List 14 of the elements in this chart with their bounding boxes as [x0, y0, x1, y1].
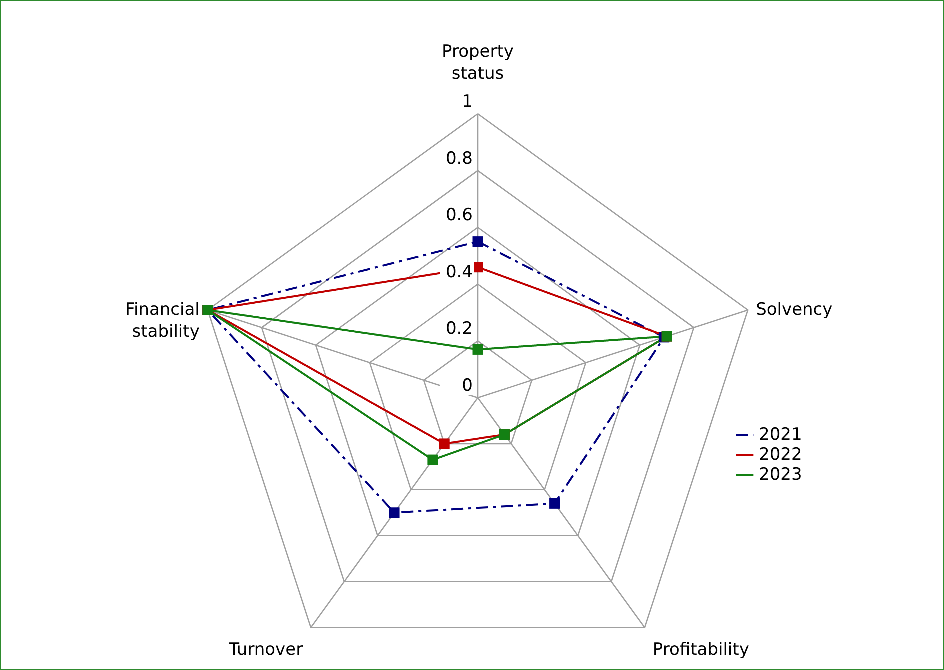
spoke-label: Financial stability — [125, 300, 200, 342]
spoke-label: Property status — [442, 42, 514, 84]
y-tick-label: 0 — [462, 376, 473, 396]
spoke-label: Solvency — [756, 300, 833, 320]
y-tick-label: 0.4 — [446, 262, 473, 282]
y-tick-label: 0.8 — [446, 148, 473, 169]
legend-label: 2022 — [759, 445, 802, 465]
y-tick-label: 0.2 — [446, 319, 473, 340]
y-tick-label: 1 — [462, 92, 473, 112]
y-tick-label: 0.6 — [446, 206, 473, 226]
legend-label: 2023 — [759, 465, 802, 485]
legend-label: 2021 — [759, 425, 802, 445]
spoke-label: Turnover — [228, 640, 304, 660]
spoke-label: Profitability — [652, 640, 750, 660]
